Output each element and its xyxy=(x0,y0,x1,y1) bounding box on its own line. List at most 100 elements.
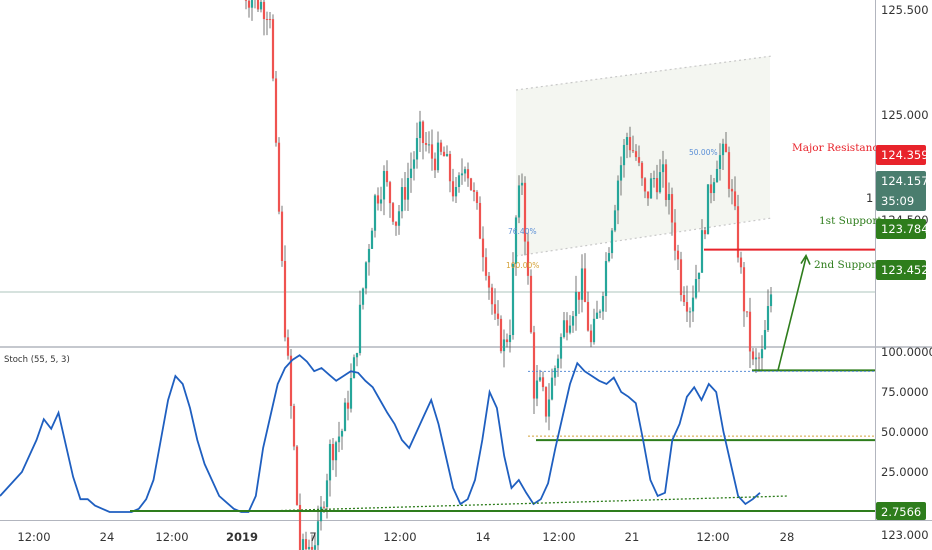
candle-body xyxy=(595,312,599,319)
indicator-label[interactable]: Stoch (55, 5, 3) xyxy=(4,355,70,365)
time-tick-label: 7 xyxy=(309,530,316,544)
candle-body xyxy=(424,143,428,145)
candle-body xyxy=(373,195,377,231)
candle-body xyxy=(616,180,620,211)
candle-body xyxy=(571,316,575,326)
stoch-axis-ticks: 100.0000 75.0000 50.0000 25.0000 xyxy=(881,345,932,479)
time-tick-label: 12:00 xyxy=(542,530,575,544)
stoch-tick-label: 25.0000 xyxy=(881,465,929,479)
countdown-text: 35:09 xyxy=(881,194,914,208)
candle-body xyxy=(484,257,488,276)
candle-body xyxy=(619,165,623,181)
candle-body xyxy=(364,262,368,289)
time-tick-label: 12:00 xyxy=(383,530,416,544)
candle-body xyxy=(355,353,359,358)
candle-body xyxy=(697,272,701,280)
candle-body xyxy=(352,357,356,379)
candle-body xyxy=(658,172,662,193)
candle-body xyxy=(370,230,374,249)
candle-body xyxy=(295,446,299,505)
candle-body xyxy=(751,351,755,360)
candle-body xyxy=(538,377,542,381)
candle-body xyxy=(313,545,317,550)
candle-body xyxy=(544,387,548,417)
candle-body xyxy=(646,191,650,199)
candle-body xyxy=(523,182,527,242)
price-tick-label: 125.000 xyxy=(881,108,929,122)
candle-body xyxy=(535,380,539,399)
candle-body xyxy=(547,399,551,417)
candle-body xyxy=(676,250,680,260)
candle-body xyxy=(265,19,269,21)
candle-body xyxy=(643,178,647,192)
candle-body xyxy=(388,182,392,204)
candle-body xyxy=(508,335,512,343)
candle-body xyxy=(562,320,566,337)
candle-body xyxy=(583,268,587,302)
candle-body xyxy=(706,184,710,235)
stoch-pane[interactable] xyxy=(0,348,875,520)
candle-body xyxy=(694,279,698,298)
candle-body xyxy=(580,268,584,300)
candle-body xyxy=(757,357,761,359)
fib-100-label: 100.00% xyxy=(506,261,539,270)
candle-body xyxy=(469,178,473,190)
candle-body xyxy=(649,178,653,199)
candle-body xyxy=(550,377,554,400)
resistance-tag xyxy=(876,145,926,165)
candle-body xyxy=(277,142,281,212)
candle-body xyxy=(343,402,347,431)
second-support-tag-text: 123.452 xyxy=(881,263,929,277)
candle-body xyxy=(340,430,344,437)
time-tick-label: 21 xyxy=(625,530,640,544)
candle-body xyxy=(262,1,266,20)
candle-body xyxy=(289,355,293,406)
arrow-line[interactable] xyxy=(777,257,807,371)
candle-body xyxy=(283,260,287,338)
candle-body xyxy=(688,311,692,313)
candle-body xyxy=(556,358,560,369)
candle-body xyxy=(274,78,278,143)
candle-body xyxy=(271,19,275,79)
time-tick-label: 24 xyxy=(100,530,115,544)
time-tick-label: 12:00 xyxy=(696,530,729,544)
candle-body xyxy=(445,153,449,157)
candle-body xyxy=(334,442,338,461)
first-support-tag-text: 123.784 xyxy=(881,222,929,236)
arrow-head[interactable] xyxy=(800,253,811,265)
candle-body xyxy=(598,311,602,313)
price-tick-label: 123.000 xyxy=(881,528,929,542)
candle-body xyxy=(703,230,707,235)
major-resistance-label: Major Resistance xyxy=(792,142,885,154)
candle-body xyxy=(739,257,743,268)
candle-body xyxy=(415,138,419,160)
candle-body xyxy=(442,151,446,157)
candle-body xyxy=(568,325,572,333)
candle-body xyxy=(730,188,734,192)
candle-body xyxy=(625,137,629,145)
candle-body xyxy=(664,164,668,200)
candle-body xyxy=(439,142,443,152)
candle-body xyxy=(427,144,431,146)
channel-pattern[interactable] xyxy=(0,55,875,293)
candle-body xyxy=(766,306,770,331)
candle-body xyxy=(307,546,311,550)
candle-body xyxy=(577,291,581,300)
candle-body xyxy=(721,143,725,156)
stochastic-series xyxy=(0,354,875,513)
candle-body xyxy=(382,170,386,200)
candle-body xyxy=(412,159,416,169)
candle-body xyxy=(280,211,284,261)
channel-upper-line[interactable] xyxy=(515,55,773,91)
candle-body xyxy=(712,182,716,194)
candle-body xyxy=(715,168,719,183)
candle-body xyxy=(367,248,371,263)
stoch-trendline xyxy=(264,495,789,512)
candle-body xyxy=(379,199,383,204)
candle-body xyxy=(652,178,656,180)
candle-body xyxy=(724,143,728,153)
channel-fill[interactable] xyxy=(516,56,770,256)
candle-body xyxy=(679,259,683,296)
channel-lower-line[interactable] xyxy=(515,217,773,257)
